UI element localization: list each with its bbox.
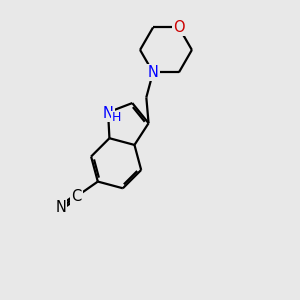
Text: N: N <box>103 106 113 121</box>
Text: C: C <box>71 189 82 204</box>
Text: H: H <box>112 111 121 124</box>
Text: N: N <box>148 65 158 80</box>
Text: O: O <box>173 20 185 35</box>
Text: N: N <box>55 200 66 215</box>
